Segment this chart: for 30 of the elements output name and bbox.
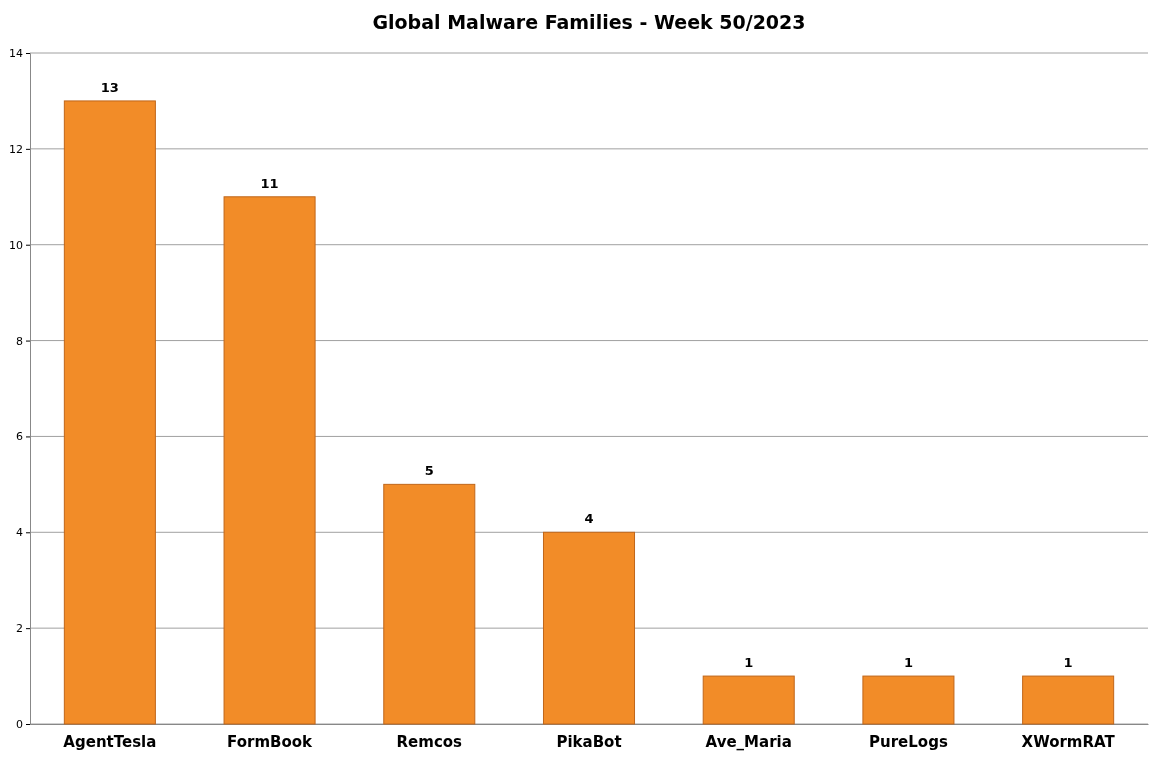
y-tick-label: 10 bbox=[9, 238, 23, 252]
y-tick-label: 14 bbox=[9, 47, 23, 61]
bar bbox=[63, 100, 156, 725]
y-tick-label: 0 bbox=[16, 718, 23, 732]
bar bbox=[862, 675, 955, 725]
bar bbox=[702, 675, 795, 725]
data-label: 1 bbox=[903, 655, 913, 671]
data-label: 11 bbox=[260, 175, 279, 191]
x-tick-label: Remcos bbox=[396, 732, 463, 751]
bar bbox=[223, 196, 316, 725]
y-tick-label: 4 bbox=[16, 526, 23, 540]
x-tick-label: PureLogs bbox=[869, 732, 948, 751]
y-tick-label: 6 bbox=[16, 430, 23, 444]
y-tick-label: 2 bbox=[16, 622, 23, 636]
x-tick-label: PikaBot bbox=[556, 732, 622, 751]
x-tick-label: Ave_Maria bbox=[705, 732, 792, 751]
x-tick-label: AgentTesla bbox=[63, 732, 157, 751]
bar bbox=[383, 483, 476, 725]
y-tick-label: 8 bbox=[16, 334, 23, 348]
data-label: 13 bbox=[100, 79, 119, 95]
data-label: 4 bbox=[584, 511, 594, 527]
data-label: 1 bbox=[1063, 655, 1073, 671]
data-label: 1 bbox=[744, 655, 754, 671]
x-tick-label: FormBook bbox=[227, 732, 314, 751]
bar bbox=[542, 531, 636, 725]
x-tick-label: XWormRAT bbox=[1021, 732, 1116, 751]
chart-title: Global Malware Families - Week 50/2023 bbox=[372, 11, 806, 33]
y-tick-label: 12 bbox=[9, 142, 23, 156]
bar bbox=[1022, 675, 1115, 725]
data-label: 5 bbox=[424, 463, 434, 479]
